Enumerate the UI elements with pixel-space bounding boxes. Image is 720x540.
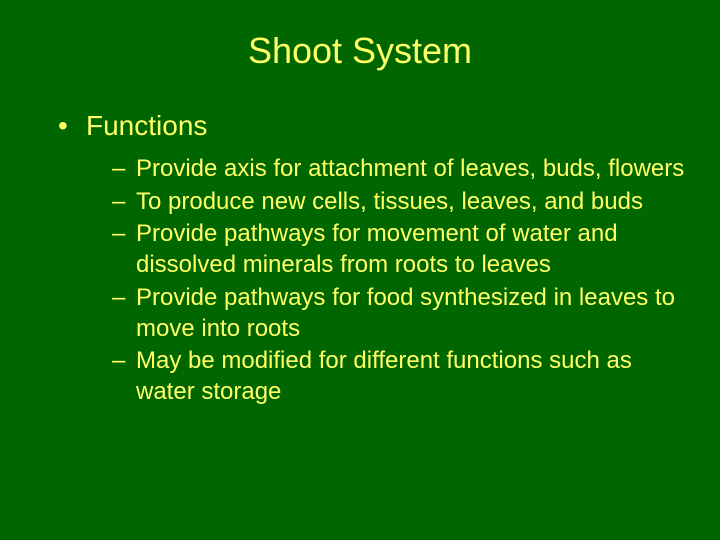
list-item-label: Functions (86, 110, 207, 141)
list-item: Functions Provide axis for attachment of… (58, 110, 690, 408)
list-item-label: To produce new cells, tissues, leaves, a… (136, 188, 643, 215)
list-item: Provide pathways for food synthesized in… (112, 283, 690, 344)
list-item-label: Provide pathways for movement of water a… (136, 220, 618, 278)
list-item: Provide axis for attachment of leaves, b… (112, 154, 690, 185)
list-item: Provide pathways for movement of water a… (112, 219, 690, 280)
slide-title: Shoot System (30, 30, 690, 72)
bullet-list-level1: Functions Provide axis for attachment of… (30, 110, 690, 408)
list-item-label: Provide axis for attachment of leaves, b… (136, 155, 684, 182)
slide: Shoot System Functions Provide axis for … (0, 0, 720, 540)
list-item: To produce new cells, tissues, leaves, a… (112, 187, 690, 218)
list-item-label: Provide pathways for food synthesized in… (136, 284, 675, 342)
list-item: May be modified for different functions … (112, 346, 690, 407)
list-item-label: May be modified for different functions … (136, 347, 632, 405)
bullet-list-level2: Provide axis for attachment of leaves, b… (86, 154, 690, 408)
